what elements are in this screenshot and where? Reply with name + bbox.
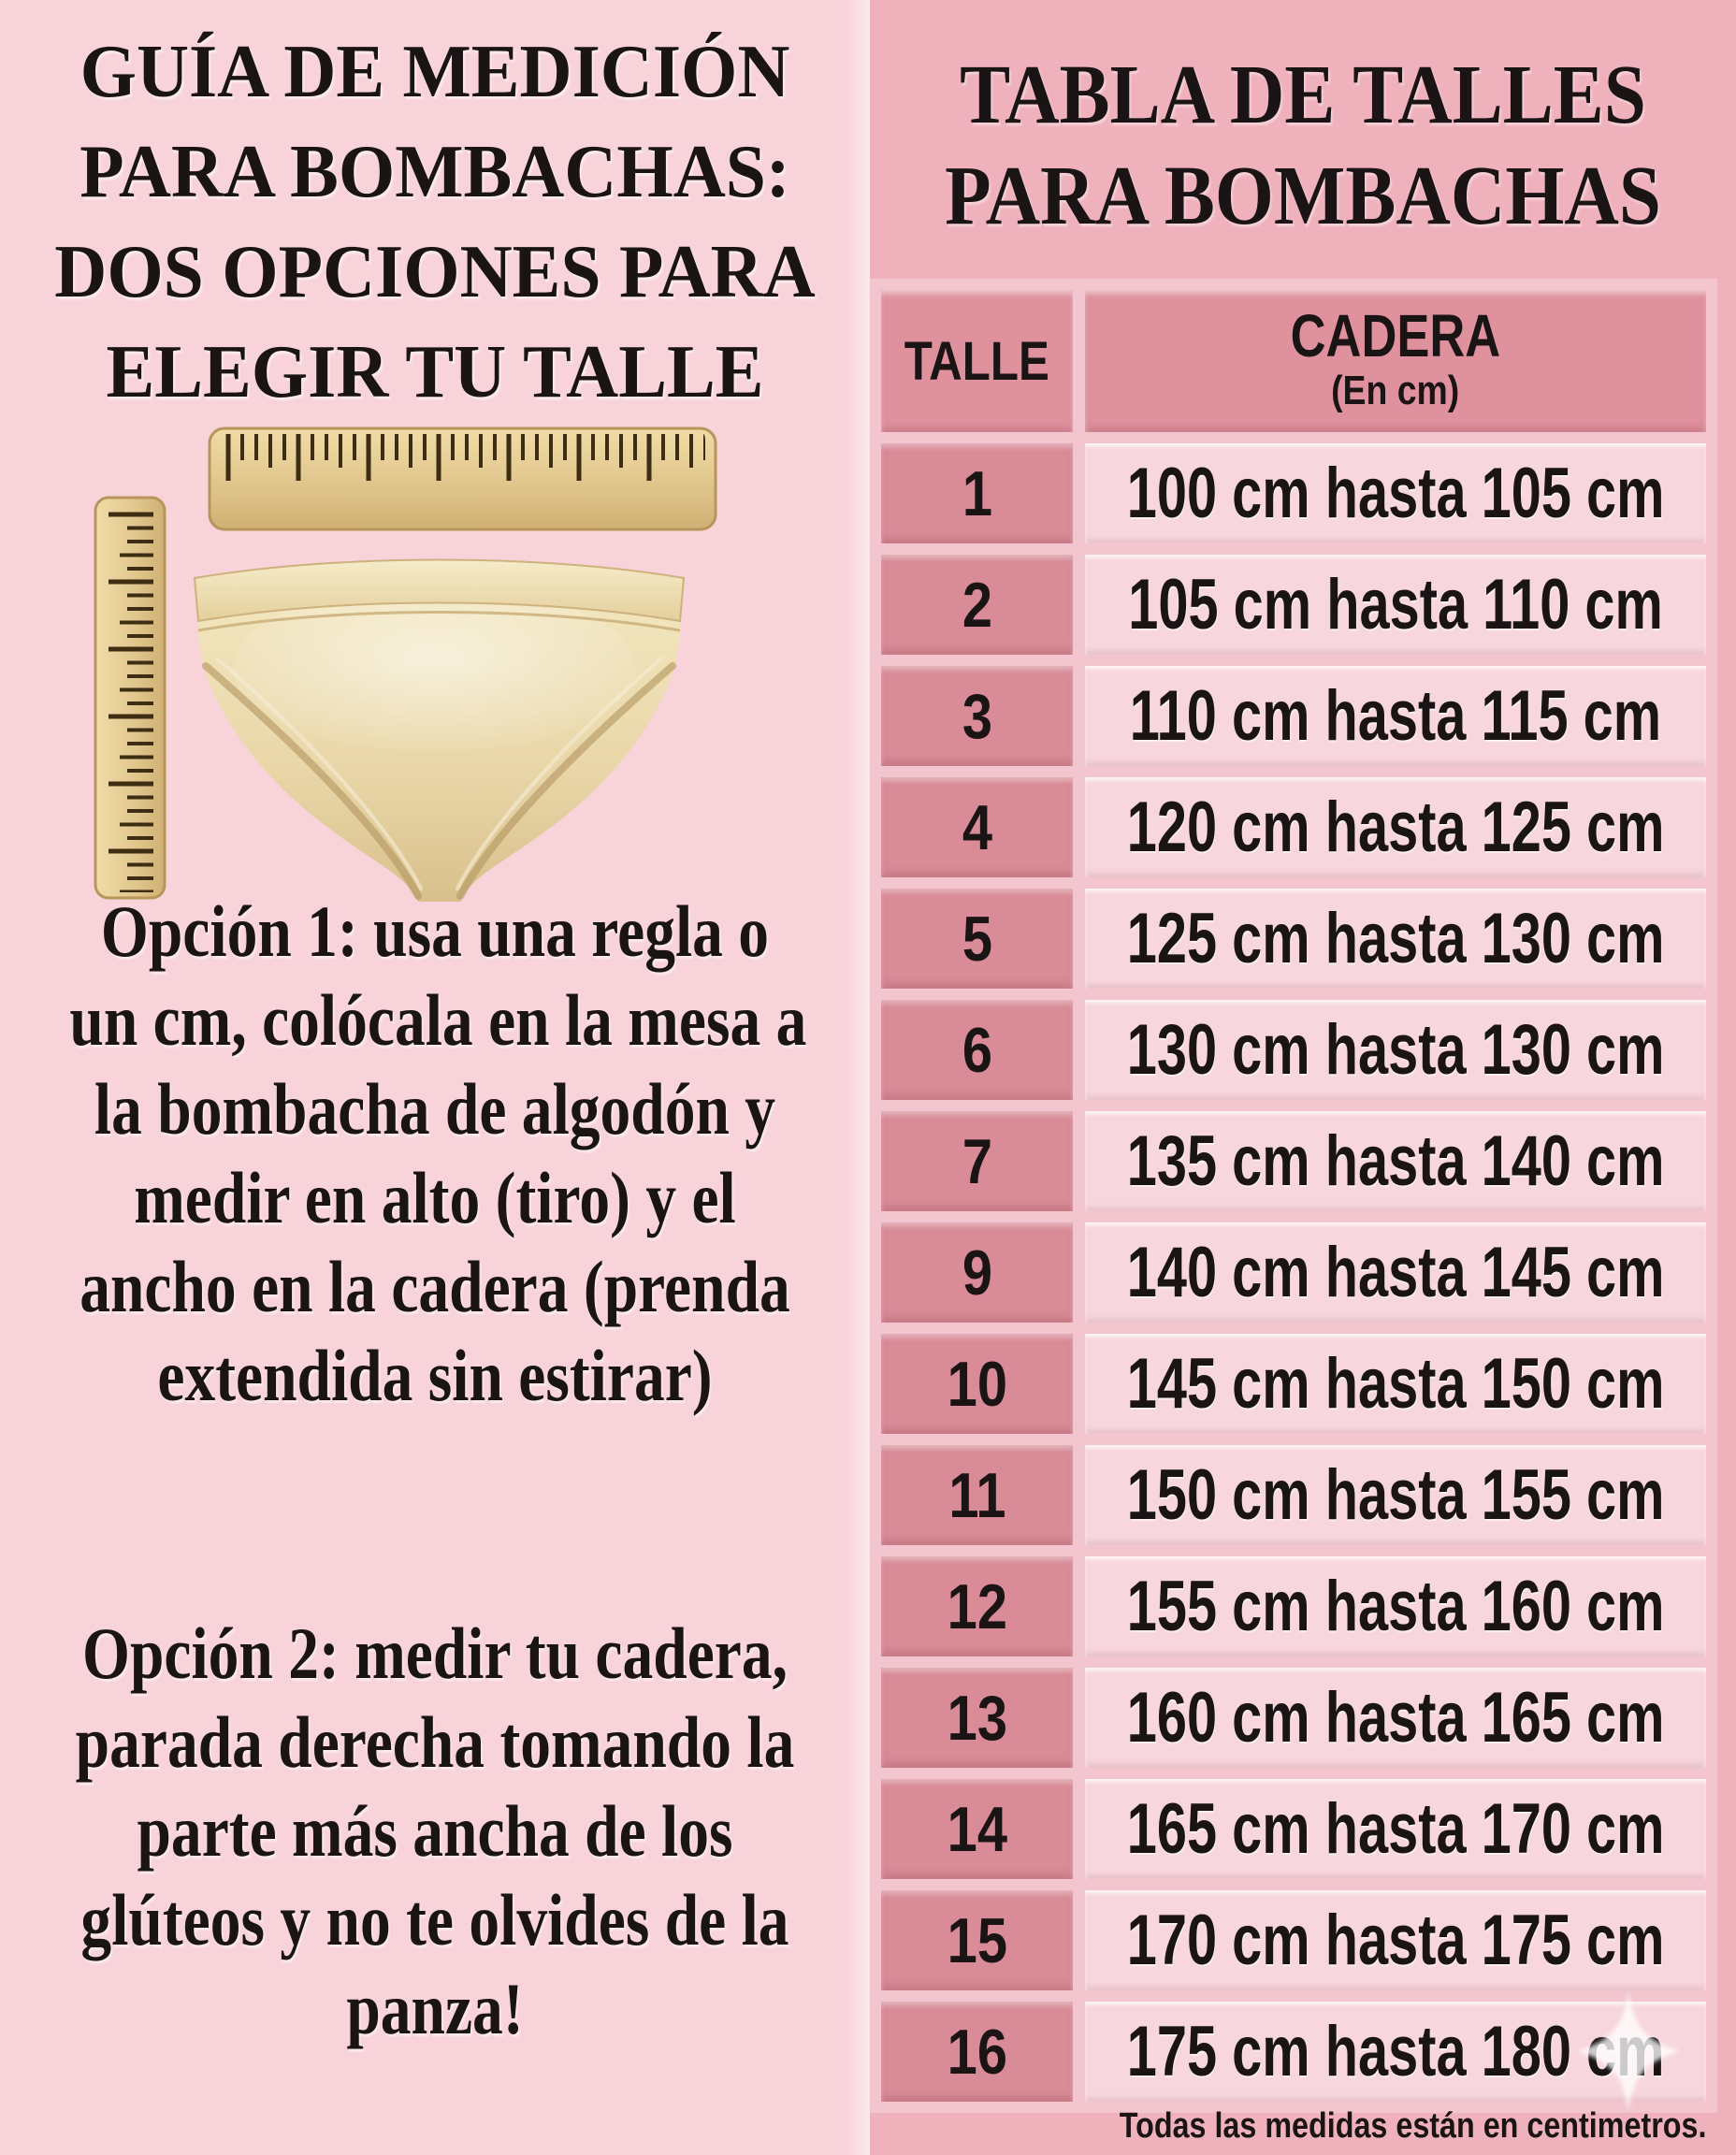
title-line: GUÍA DE MEDICIÓN <box>80 31 790 113</box>
sparkle-icon <box>1577 1990 1680 2112</box>
cadera-value: 170 cm hasta 175 cm <box>1126 1901 1665 1980</box>
cadera-value: 135 cm hasta 140 cm <box>1126 1121 1665 1201</box>
cadera-value: 145 cm hasta 150 cm <box>1126 1344 1665 1424</box>
option1-text: Opción 1: usa una regla o un cm, colócal… <box>0 887 870 1420</box>
table-title: TABLA DE TALLES PARA BOMBACHAS <box>870 45 1736 247</box>
table-row-cadera-cell: 130 cm hasta 130 cm <box>1085 1000 1706 1100</box>
table-row-cadera-cell: 125 cm hasta 130 cm <box>1085 889 1706 989</box>
talle-value: 6 <box>962 1014 992 1086</box>
vertical-ruler-icon <box>94 496 166 900</box>
measurement-guide-panel: GUÍA DE MEDICIÓN PARA BOMBACHAS: DOS OPC… <box>0 0 870 2155</box>
table-row-cadera-cell: 150 cm hasta 155 cm <box>1085 1445 1706 1545</box>
paragraph-line: la bombacha de algodón y <box>94 1068 776 1150</box>
cadera-value: 125 cm hasta 130 cm <box>1126 899 1665 978</box>
table-row-cadera-cell: 105 cm hasta 110 cm <box>1085 555 1706 655</box>
title-line: DOS OPCIONES PARA <box>54 231 816 313</box>
paragraph-line: medir en alto (tiro) y el <box>134 1157 736 1238</box>
talle-value: 12 <box>947 1570 1007 1642</box>
paragraph-line: panza! <box>346 1968 524 2049</box>
table-footnote: Todas las medidas están en centimetros. <box>881 2106 1706 2147</box>
cadera-value: 110 cm hasta 115 cm <box>1129 676 1662 756</box>
table-row-cadera-cell: 170 cm hasta 175 cm <box>1085 1890 1706 1990</box>
talle-value: 16 <box>947 2016 1007 2088</box>
panty-icon <box>193 558 686 902</box>
column-header-sub: (En cm) <box>1331 368 1460 413</box>
size-table: TALLE CADERA (En cm) 1 100 cm hasta 105 … <box>881 290 1706 2102</box>
table-row-cadera-cell: 120 cm hasta 125 cm <box>1085 777 1706 877</box>
cadera-value: 155 cm hasta 160 cm <box>1126 1567 1665 1646</box>
table-row-talle-cell: 10 <box>881 1334 1073 1434</box>
table-row-talle-cell: 4 <box>881 777 1073 877</box>
table-row-talle-cell: 2 <box>881 555 1073 655</box>
cadera-value: 100 cm hasta 105 cm <box>1126 454 1665 533</box>
talle-value: 2 <box>962 569 992 641</box>
size-chart-panel: TABLA DE TALLES PARA BOMBACHAS TALLE CAD… <box>870 0 1736 2155</box>
option2-text: Opción 2: medir tu cadera, parada derech… <box>0 1609 870 2053</box>
table-row-talle-cell: 3 <box>881 666 1073 766</box>
cadera-value: 140 cm hasta 145 cm <box>1126 1233 1665 1312</box>
paragraph-line: parada derecha tomando la <box>75 1701 795 1783</box>
column-header-label: TALLE <box>904 330 1050 392</box>
measurement-illustration <box>0 423 870 911</box>
table-row-talle-cell: 11 <box>881 1445 1073 1545</box>
column-header-label: CADERA <box>1290 302 1501 369</box>
table-row-cadera-cell: 140 cm hasta 145 cm <box>1085 1222 1706 1323</box>
table-row-talle-cell: 1 <box>881 443 1073 543</box>
table-row-talle-cell: 15 <box>881 1890 1073 1990</box>
footnote-text: Todas las medidas están en centimetros. <box>1119 2106 1706 2146</box>
title-line: PARA BOMBACHAS: <box>80 131 790 213</box>
table-row-talle-cell: 13 <box>881 1668 1073 1768</box>
talle-value: 9 <box>962 1237 992 1309</box>
table-row-cadera-cell: 160 cm hasta 165 cm <box>1085 1668 1706 1768</box>
paragraph-line: Opción 1: usa una regla o <box>100 890 770 972</box>
talle-value: 10 <box>947 1348 1007 1420</box>
horizontal-ruler-icon <box>208 427 717 531</box>
cadera-value: 165 cm hasta 170 cm <box>1126 1789 1665 1869</box>
cadera-value: 130 cm hasta 130 cm <box>1126 1010 1665 1090</box>
talle-value: 5 <box>962 903 992 975</box>
table-row-cadera-cell: 100 cm hasta 105 cm <box>1085 443 1706 543</box>
talle-value: 7 <box>962 1125 992 1197</box>
table-row-talle-cell: 7 <box>881 1111 1073 1211</box>
cadera-value: 120 cm hasta 125 cm <box>1126 788 1665 867</box>
paragraph-line: ancho en la cadera (prenda <box>80 1246 790 1327</box>
table-row-cadera-cell: 110 cm hasta 115 cm <box>1085 666 1706 766</box>
table-row-talle-cell: 6 <box>881 1000 1073 1100</box>
title-line: PARA BOMBACHAS <box>945 150 1661 242</box>
paragraph-line: glúteos y no te olvides de la <box>80 1879 789 1960</box>
title-line: ELEGIR TU TALLE <box>106 331 764 413</box>
title-line: TABLA DE TALLES <box>960 49 1646 141</box>
table-row-cadera-cell: 165 cm hasta 170 cm <box>1085 1779 1706 1879</box>
table-row-talle-cell: 12 <box>881 1556 1073 1656</box>
cadera-value: 160 cm hasta 165 cm <box>1126 1678 1665 1757</box>
paragraph-line: un cm, colócala en la mesa a <box>69 979 807 1061</box>
talle-value: 3 <box>962 680 992 752</box>
table-row-cadera-cell: 155 cm hasta 160 cm <box>1085 1556 1706 1656</box>
header-cell-talle: TALLE <box>881 290 1073 432</box>
table-row-cadera-cell: 135 cm hasta 140 cm <box>1085 1111 1706 1211</box>
talle-value: 13 <box>947 1682 1007 1754</box>
table-row-talle-cell: 5 <box>881 889 1073 989</box>
page-title: GUÍA DE MEDICIÓN PARA BOMBACHAS: DOS OPC… <box>0 22 870 423</box>
cadera-value: 150 cm hasta 155 cm <box>1126 1455 1665 1535</box>
paragraph-line: Opción 2: medir tu cadera, <box>81 1613 788 1694</box>
table-row-talle-cell: 14 <box>881 1779 1073 1879</box>
paragraph-line: extendida sin estirar) <box>157 1335 713 1416</box>
table-row-cadera-cell: 145 cm hasta 150 cm <box>1085 1334 1706 1434</box>
cadera-value: 175 cm hasta 180 cm <box>1126 2012 1665 2091</box>
talle-value: 11 <box>948 1459 1006 1531</box>
talle-value: 1 <box>962 457 992 529</box>
table-row-talle-cell: 9 <box>881 1222 1073 1323</box>
talle-value: 15 <box>947 1904 1007 1976</box>
header-cell-cadera: CADERA (En cm) <box>1085 290 1706 432</box>
paragraph-line: parte más ancha de los <box>137 1790 733 1872</box>
talle-value: 4 <box>962 791 992 863</box>
table-row-talle-cell: 16 <box>881 2002 1073 2102</box>
cadera-value: 105 cm hasta 110 cm <box>1128 565 1663 644</box>
talle-value: 14 <box>947 1793 1007 1865</box>
